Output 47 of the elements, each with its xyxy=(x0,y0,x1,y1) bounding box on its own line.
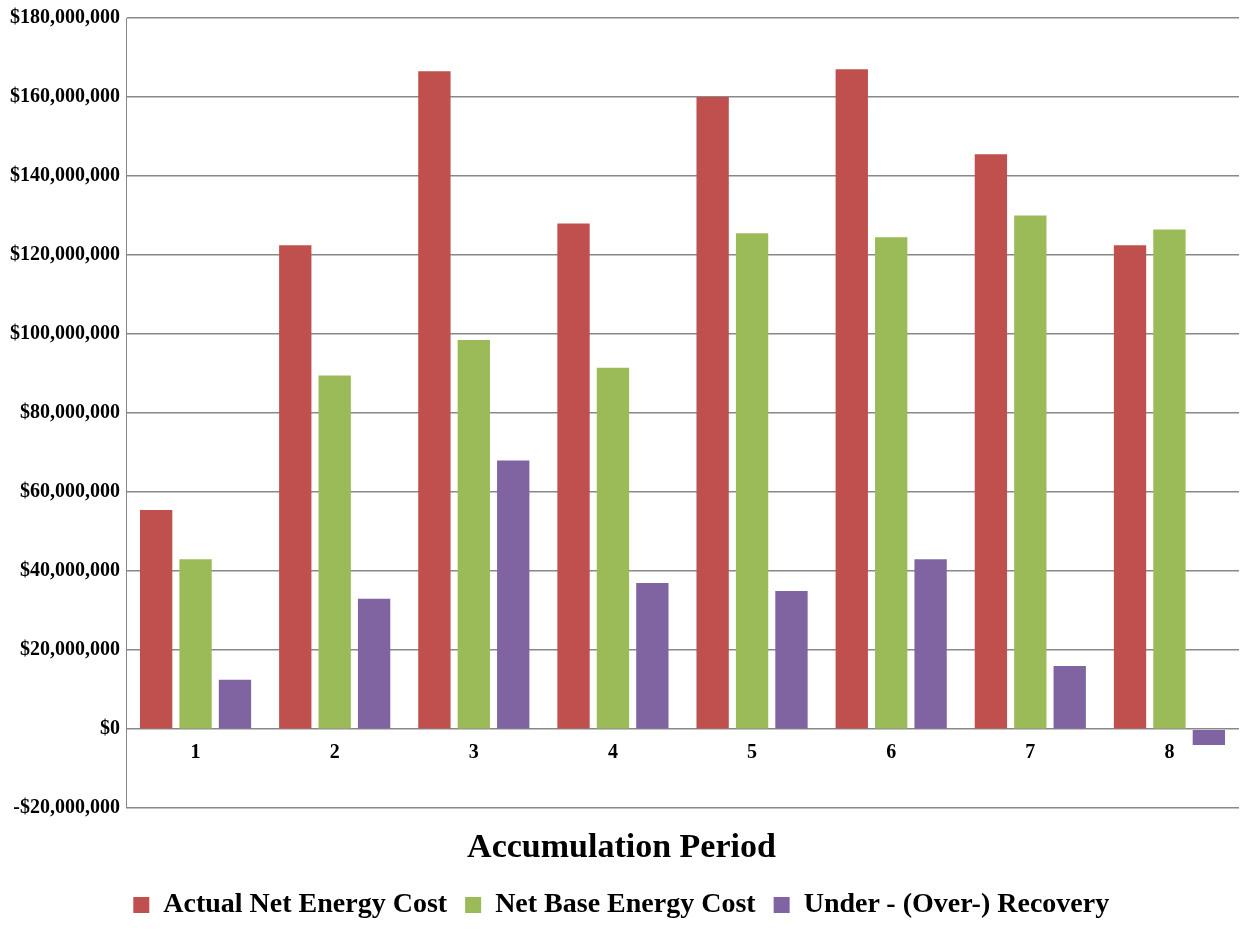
x-tick-label: 7 xyxy=(1025,740,1036,763)
bar xyxy=(875,237,908,729)
x-tick-label: 8 xyxy=(1164,740,1175,763)
bar xyxy=(596,367,630,729)
y-tick-label: $0 xyxy=(100,716,120,739)
bar xyxy=(775,590,808,729)
x-axis-title: Accumulation Period xyxy=(467,827,776,865)
bar xyxy=(1192,729,1226,745)
x-tick-label: 4 xyxy=(607,740,618,763)
x-tick-label: 3 xyxy=(468,740,479,763)
bar xyxy=(279,245,312,729)
bar xyxy=(1153,229,1186,729)
x-tick-label: 5 xyxy=(747,740,758,763)
bar xyxy=(1014,215,1047,729)
x-tick-label: 2 xyxy=(329,740,340,763)
bar xyxy=(1113,245,1147,729)
bar xyxy=(457,340,490,729)
y-tick-label: $160,000,000 xyxy=(10,84,120,107)
bar xyxy=(557,223,590,729)
x-tick-label: 6 xyxy=(886,740,897,763)
bar xyxy=(139,509,173,729)
bar xyxy=(497,460,530,729)
legend-label: Under - (Over-) Recovery xyxy=(803,887,1110,919)
bar xyxy=(974,154,1008,729)
y-tick-label: $100,000,000 xyxy=(10,321,120,344)
y-tick-label: $80,000,000 xyxy=(20,400,120,423)
y-tick-label: $180,000,000 xyxy=(10,5,120,28)
bar xyxy=(696,97,729,729)
bar xyxy=(179,559,212,729)
bar xyxy=(357,598,391,729)
x-tick-label: 1 xyxy=(190,740,201,763)
y-tick-label: $20,000,000 xyxy=(20,637,120,660)
bar xyxy=(914,559,947,729)
y-tick-label: $40,000,000 xyxy=(20,558,120,581)
y-tick-label: $60,000,000 xyxy=(20,479,120,502)
bar xyxy=(636,582,669,729)
y-tick-label: $140,000,000 xyxy=(10,163,120,186)
bar xyxy=(835,69,868,729)
bar xyxy=(318,375,351,729)
legend-label: Actual Net Energy Cost xyxy=(163,887,448,919)
y-tick-label: $120,000,000 xyxy=(10,242,120,265)
bar xyxy=(218,679,252,729)
bar xyxy=(1053,665,1086,729)
legend-label: Net Base Energy Cost xyxy=(495,887,757,919)
y-tick-label: -$20,000,000 xyxy=(13,795,120,818)
bar xyxy=(735,233,769,729)
bar xyxy=(418,71,451,729)
